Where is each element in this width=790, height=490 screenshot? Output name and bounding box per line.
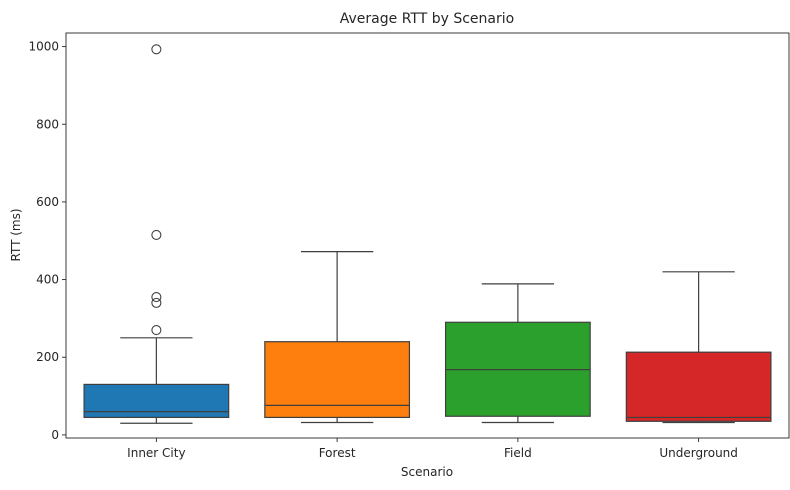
outlier-point: [151, 291, 162, 303]
box-group: [444, 283, 591, 424]
y-axis-label: RTT (ms): [9, 208, 23, 261]
iqr-box: [625, 351, 772, 422]
x-tick-label: Field: [504, 446, 532, 460]
iqr-box: [264, 341, 411, 419]
x-axis: Inner City Forest Field Underground: [127, 438, 738, 460]
outlier-point: [151, 325, 162, 336]
x-axis-label: Scenario: [401, 465, 453, 479]
plot-area: [83, 44, 772, 424]
y-tick-label: 400: [36, 273, 59, 287]
outlier-point: [151, 229, 162, 240]
y-tick-label: 800: [36, 117, 59, 131]
box-group: [83, 44, 230, 424]
outlier-point: [151, 297, 162, 308]
plot-frame: [65, 32, 790, 439]
chart-title: Average RTT by Scenario: [340, 11, 514, 27]
outlier-point: [151, 44, 162, 55]
x-tick-label: Forest: [319, 446, 356, 460]
y-tick-label: 0: [51, 428, 59, 442]
box-group: [264, 251, 411, 424]
x-tick-label: Underground: [659, 446, 738, 460]
y-tick-label: 200: [36, 350, 59, 364]
iqr-box: [83, 383, 230, 419]
y-tick-label: 1000: [28, 40, 59, 54]
x-tick-label: Inner City: [127, 446, 185, 460]
box-group: [625, 271, 772, 424]
y-tick-label: 600: [36, 195, 59, 209]
y-axis: 0 200 400 600 800 1000: [28, 40, 66, 442]
